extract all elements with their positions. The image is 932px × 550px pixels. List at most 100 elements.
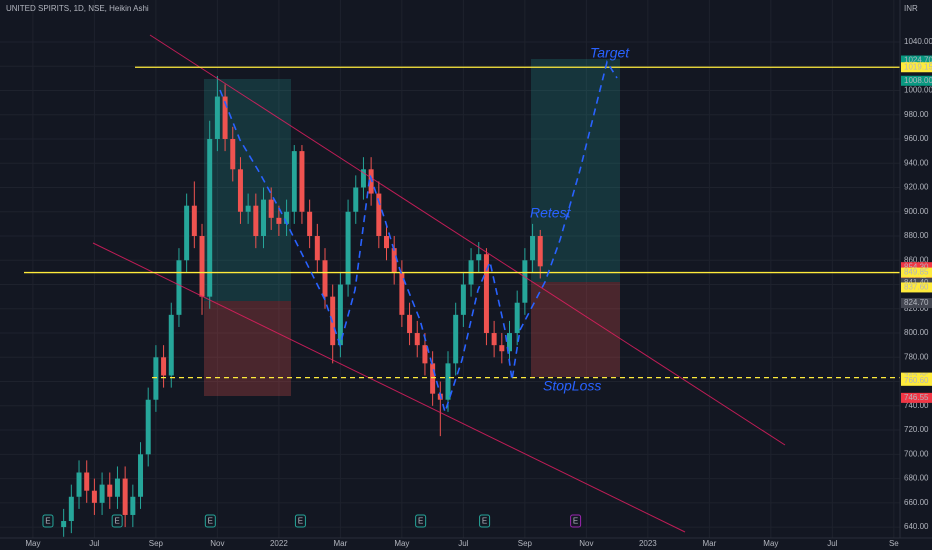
candle-body bbox=[276, 217, 282, 224]
annotation: Retest bbox=[530, 205, 572, 221]
currency: INR bbox=[904, 4, 918, 13]
y-tick-label: 780.00 bbox=[904, 352, 929, 361]
y-tick-label: 940.00 bbox=[904, 158, 929, 167]
event-marker bbox=[479, 514, 491, 528]
candle-body bbox=[391, 248, 397, 273]
candle-body bbox=[353, 187, 359, 212]
y-tick-label: 960.00 bbox=[904, 134, 929, 143]
price-label: 824.70 bbox=[904, 298, 929, 307]
price-label-box bbox=[901, 267, 932, 278]
x-tick-label: Sep bbox=[518, 539, 533, 548]
candle-body bbox=[445, 363, 451, 400]
x-tick-label: May bbox=[394, 539, 409, 548]
candle-body bbox=[291, 151, 297, 212]
y-tick-label: 860.00 bbox=[904, 255, 929, 264]
event-marker bbox=[570, 514, 582, 528]
candle-body bbox=[237, 169, 243, 212]
y-tick-label: 880.00 bbox=[904, 231, 929, 240]
axes: 640.00 660.00 680.00 700.00 720.00 740.00 760.… bbox=[25, 37, 932, 548]
candle-body bbox=[91, 490, 97, 503]
event-label: E bbox=[418, 517, 423, 526]
x-tick-label: May bbox=[25, 539, 40, 548]
candle-body bbox=[460, 284, 466, 315]
price-label-box bbox=[901, 298, 932, 309]
candle-body bbox=[245, 205, 251, 212]
x-tick-label: Nov bbox=[579, 539, 593, 548]
event-marker bbox=[111, 514, 123, 528]
loss-zone bbox=[531, 282, 620, 377]
y-tick-label: 1040.00 bbox=[904, 37, 932, 46]
price-label: 849.85 bbox=[904, 268, 929, 277]
candle-body bbox=[307, 211, 313, 237]
candle-body bbox=[145, 399, 151, 455]
price-label-box bbox=[901, 62, 932, 73]
event-label: E bbox=[298, 517, 303, 526]
x-tick-label: Jul bbox=[89, 539, 99, 548]
y-tick-label: 640.00 bbox=[904, 522, 929, 531]
candle-body bbox=[99, 484, 105, 503]
profit-zone bbox=[531, 59, 620, 282]
candle-body bbox=[261, 199, 267, 237]
candle-body bbox=[514, 302, 520, 334]
y-tick-label: 920.00 bbox=[904, 183, 929, 192]
price-label-box bbox=[901, 392, 932, 403]
price-label: 1008.00 bbox=[904, 76, 932, 85]
event-label: E bbox=[114, 517, 119, 526]
candle-body bbox=[68, 496, 74, 522]
x-tick-label: Jul bbox=[458, 539, 468, 548]
price-label: 746.55 bbox=[904, 393, 929, 402]
candle-body bbox=[130, 496, 136, 515]
x-tick-label: Se bbox=[889, 539, 899, 548]
candle-body bbox=[360, 169, 366, 188]
y-tick-label: 820.00 bbox=[904, 304, 929, 313]
candle-body bbox=[191, 205, 197, 237]
candle-body bbox=[161, 357, 167, 376]
x-tick-label: Mar bbox=[702, 539, 716, 548]
candle-body bbox=[368, 169, 374, 194]
x-tick-label: Jul bbox=[827, 539, 837, 548]
y-tick-label: 800.00 bbox=[904, 328, 929, 337]
candle-body bbox=[299, 151, 305, 212]
candle-body bbox=[422, 345, 428, 364]
annotation: Target bbox=[590, 45, 630, 61]
event-label: E bbox=[573, 517, 578, 526]
candle-body bbox=[322, 260, 328, 297]
candle-body bbox=[153, 357, 159, 400]
event-label: E bbox=[482, 517, 487, 526]
trend-line bbox=[92, 242, 686, 533]
candle-body bbox=[84, 472, 90, 491]
candle-body bbox=[199, 236, 205, 297]
x-tick-label: 2022 bbox=[270, 539, 288, 548]
candle-body bbox=[114, 478, 120, 497]
candles bbox=[61, 75, 543, 537]
price-label: 1019.15 bbox=[904, 62, 932, 71]
x-tick-label: Sep bbox=[149, 539, 164, 548]
y-tick-label: 1000.00 bbox=[904, 86, 932, 95]
candle-body bbox=[207, 138, 213, 297]
event-marker bbox=[204, 514, 216, 528]
candle-body bbox=[384, 236, 390, 249]
event-label: E bbox=[208, 517, 213, 526]
loss-zone bbox=[204, 301, 291, 396]
candle-body bbox=[430, 363, 436, 394]
candle-body bbox=[453, 314, 459, 364]
event-marker bbox=[294, 514, 306, 528]
candle-body bbox=[76, 472, 82, 497]
grid bbox=[0, 0, 900, 538]
candle-body bbox=[530, 236, 536, 261]
y-tick-label: 700.00 bbox=[904, 449, 929, 458]
candle-body bbox=[414, 333, 420, 346]
x-tick-label: 2023 bbox=[639, 539, 657, 548]
candle-body bbox=[407, 314, 413, 334]
price-label: 854.30 bbox=[904, 262, 929, 271]
x-tick-label: May bbox=[763, 539, 778, 548]
candle-body bbox=[337, 284, 343, 346]
event-label: E bbox=[45, 517, 50, 526]
event-marker bbox=[42, 514, 54, 528]
y-tick-label: 740.00 bbox=[904, 401, 929, 410]
y-tick-label: 720.00 bbox=[904, 425, 929, 434]
